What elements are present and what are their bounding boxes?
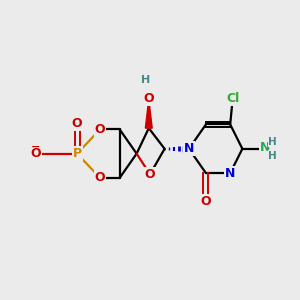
- Text: O: O: [30, 147, 40, 160]
- Text: N: N: [184, 142, 194, 155]
- Text: H: H: [268, 151, 277, 160]
- Text: O: O: [72, 117, 83, 130]
- Text: H: H: [268, 137, 277, 147]
- Text: N: N: [225, 167, 236, 180]
- Text: O: O: [145, 168, 155, 181]
- Text: O: O: [143, 92, 154, 106]
- Text: O: O: [95, 123, 106, 136]
- Text: P: P: [73, 147, 82, 160]
- Text: N: N: [260, 141, 271, 154]
- Text: −: −: [31, 142, 40, 152]
- Text: O: O: [95, 172, 106, 184]
- Text: H: H: [140, 74, 150, 85]
- Text: Cl: Cl: [226, 92, 239, 106]
- Polygon shape: [146, 99, 152, 128]
- Text: O: O: [201, 194, 211, 208]
